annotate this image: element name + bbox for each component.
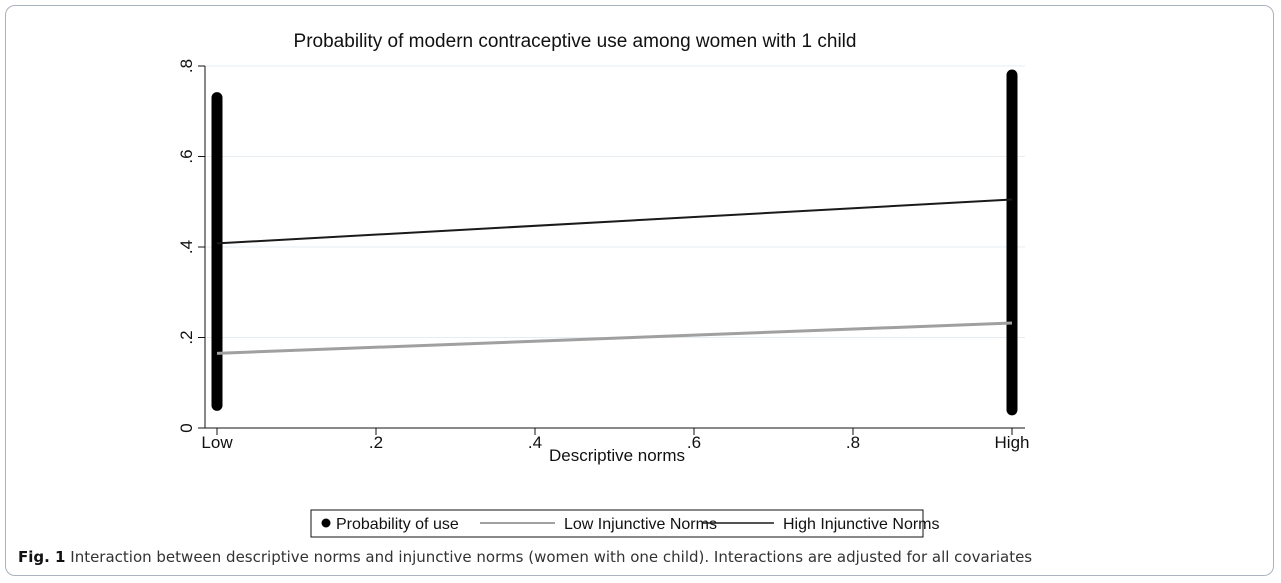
x-ticks: Low .2 .4 .6 .8 High — [201, 428, 1029, 452]
x-axis-label: Descriptive norms — [549, 446, 685, 465]
legend-label: High Injunctive Norms — [783, 516, 940, 533]
y-ticks: 0 .2 .4 .6 .8 — [177, 59, 205, 433]
x-tick-label: .6 — [687, 433, 701, 452]
legend-box — [310, 509, 924, 538]
legend: Probability of use Low Injunctive Norms Hi… — [310, 509, 940, 538]
figure-caption: Fig. 1 Interaction between descriptive n… — [18, 548, 1268, 566]
chart-title: Probability of modern contraceptive use … — [294, 31, 857, 52]
caption-label: Fig. 1 — [18, 548, 66, 566]
y-tick-label: .4 — [177, 240, 196, 254]
y-tick-label: .6 — [177, 149, 196, 163]
y-tick-label: .2 — [177, 330, 196, 344]
legend-label: Low Injunctive Norms — [564, 516, 717, 533]
grid-lines — [205, 65, 1025, 338]
legend-marker-dot — [321, 518, 331, 528]
x-tick-label: .4 — [528, 433, 542, 452]
chart: Probability of modern contraceptive use … — [177, 31, 1029, 538]
x-tick-label: .2 — [369, 433, 383, 452]
caption-text: Interaction between descriptive norms an… — [70, 548, 1033, 566]
series-line — [216, 198, 1013, 245]
legend-label: Probability of use — [336, 516, 459, 533]
x-tick-label: High — [995, 433, 1030, 452]
x-tick-label: Low — [201, 433, 233, 452]
x-tick-label: .8 — [846, 433, 860, 452]
y-tick-label: .8 — [177, 59, 196, 73]
series-line — [216, 321, 1013, 355]
y-tick-label: 0 — [177, 423, 196, 432]
series — [211, 69, 1018, 416]
